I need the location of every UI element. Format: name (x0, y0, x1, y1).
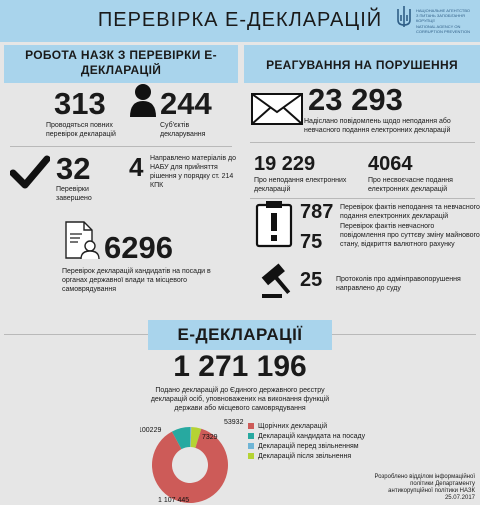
logo-line: CORRUPTION PREVENTION (416, 29, 471, 34)
donut-slice (171, 427, 190, 450)
donut-slice (152, 428, 228, 503)
footer-line: Розроблено відділом інформаційної (374, 474, 475, 480)
slice-value-label: 1 107 445 (158, 497, 189, 504)
footer-line: політики Департаменту (410, 481, 475, 487)
declarations-donut-chart: 1 107 445 100229 7329 53932 (140, 419, 244, 504)
edecl-title: Е-ДЕКЛАРАЦІЇ (177, 325, 303, 344)
fact-checks-value: 787 (300, 201, 334, 223)
gavel-icon (256, 260, 296, 305)
logo-line: КОРУПЦІЇ (416, 18, 435, 23)
trident-icon (395, 5, 413, 29)
edecl-total: 1 271 196 (173, 350, 307, 383)
section-title-right: РЕАГУВАННЯ НА ПОРУШЕННЯ (266, 58, 458, 72)
legend-swatch (248, 423, 254, 429)
legend-label: Декларацій після звільнення (258, 453, 352, 460)
late-filed-value: 4064 (368, 153, 413, 175)
change-checks-label: Перевірок фактів невчасного повідомлення… (340, 223, 480, 248)
legend-label: Щорічних декларацій (258, 423, 328, 430)
legend-swatch (248, 433, 254, 439)
title-banner (0, 0, 480, 42)
not-filed-label: Про неподання електронних декларацій (254, 177, 347, 193)
logo-line: НАЦІОНАЛЬНЕ АГЕНТСТВО (416, 8, 470, 13)
slice-value-label: 100229 (140, 427, 161, 434)
page-title: ПЕРЕВІРКА Е-ДЕКЛАРАЦІЙ (97, 9, 383, 31)
protocols-label: Протоколів про адмінправопорушення напра… (336, 276, 461, 292)
legend-swatch (248, 443, 254, 449)
fact-checks-label: Перевірок фактів неподання та невчасного… (340, 204, 480, 220)
document-person-icon (64, 220, 100, 265)
candidates-value: 6296 (104, 230, 173, 265)
person-icon (128, 82, 158, 123)
footer-line: антикорупційної політики НАЗК (388, 488, 475, 494)
full-checks-label: Проводяться повних перевірок декларацій (46, 122, 116, 138)
subjects-label: Суб'єктів декларування (160, 122, 206, 138)
legend-label: Декларацій перед звільненням (258, 443, 359, 450)
donut-slice (190, 427, 202, 448)
legend-swatch (248, 453, 254, 459)
divider (250, 142, 475, 143)
subjects-value: 244 (160, 86, 212, 121)
protocols-value: 25 (300, 269, 323, 291)
logo-line: З ПИТАНЬ ЗАПОБІГАННЯ (416, 13, 465, 18)
completed-value: 32 (56, 151, 91, 186)
edecl-banner (148, 320, 332, 350)
notices-value: 23 293 (308, 82, 403, 117)
logo-line: NATIONAL AGENCY ON (416, 24, 461, 29)
section-title-left: РОБОТА НАЗК З ПЕРЕВІРКИ Е-ДЕКЛАРАЦІЙ (25, 48, 217, 77)
full-checks-value: 313 (54, 86, 106, 121)
change-checks-value: 75 (300, 231, 323, 253)
donut-slice (190, 427, 192, 448)
nabu-value: 4 (129, 152, 144, 182)
notices-label: Надіслано повідомлень щодо неподання або… (304, 118, 451, 134)
edecl-total-label: Подано декларацій до Єдиного державного … (150, 387, 330, 412)
slice-value-label: 7329 (202, 434, 218, 441)
footer-date: 25.07.2017 (444, 495, 475, 501)
envelope-icon (250, 92, 304, 131)
section-banner-left (4, 45, 238, 83)
nabu-label: Направлено матеріалів до НАБУ для прийня… (150, 155, 236, 189)
divider (10, 146, 232, 147)
late-filed-label: Про несвоєчасне подання електронних декл… (368, 177, 453, 193)
candidates-label: Перевірок декларацій кандидатів на посад… (62, 268, 211, 293)
not-filed-value: 19 229 (254, 153, 316, 175)
checkmark-icon (9, 155, 51, 194)
completed-label: Перевірки завершено (56, 186, 92, 202)
section-banner-right (244, 45, 480, 83)
slice-value-label: 53932 (224, 419, 244, 426)
divider (250, 198, 475, 199)
legend-label: Декларацій кандидата на посаду (258, 433, 366, 440)
clipboard-alert-icon (254, 200, 294, 253)
